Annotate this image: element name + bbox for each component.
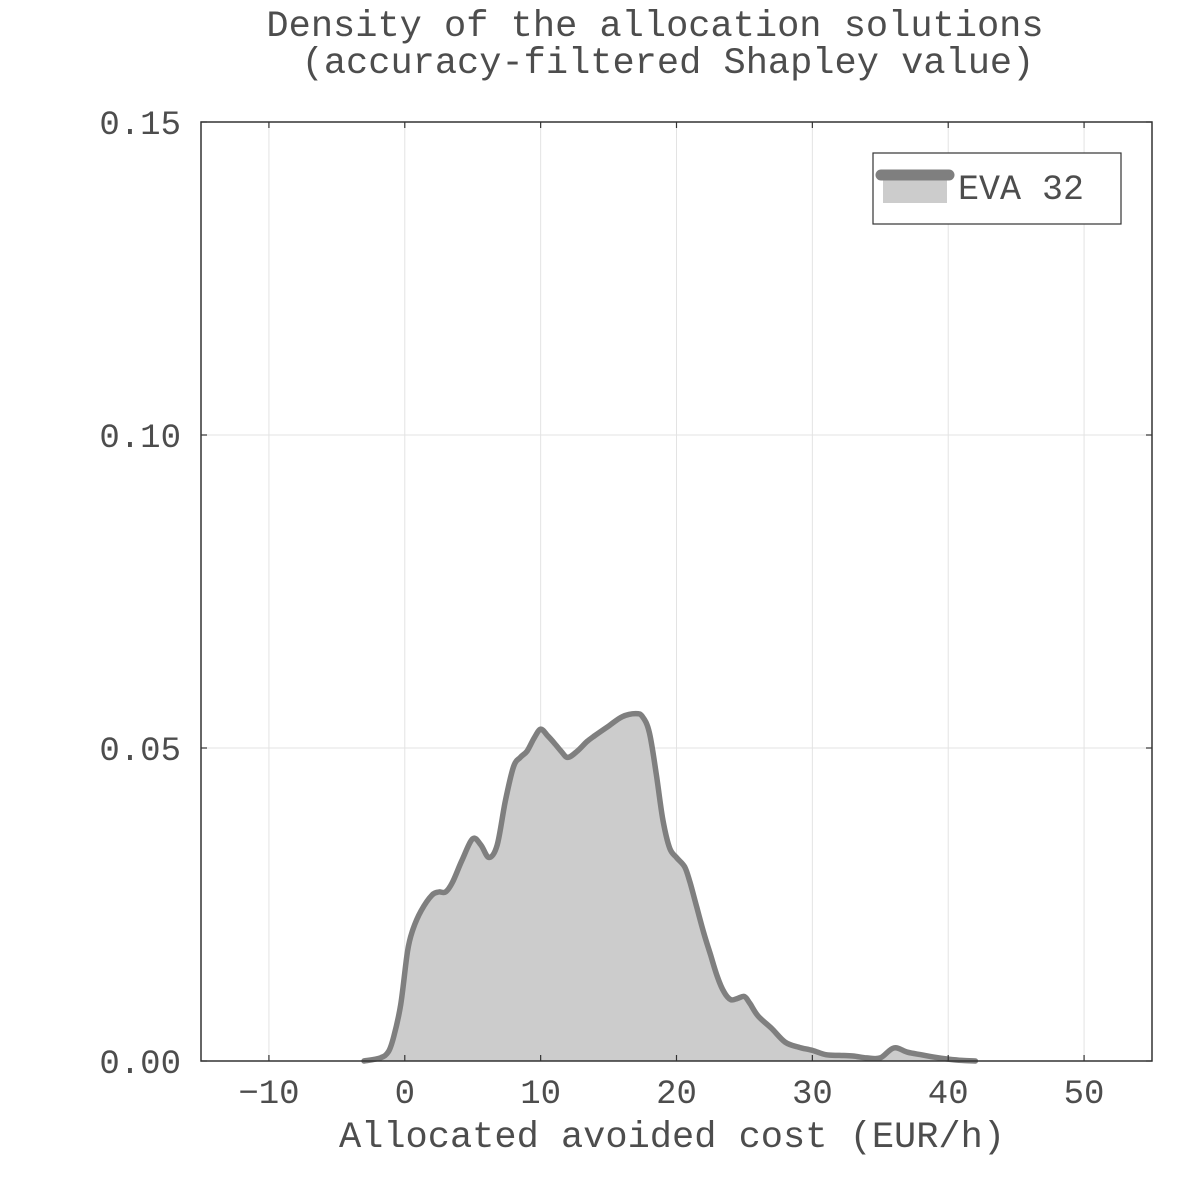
- legend-box: [872, 152, 1122, 225]
- x-tick-label: 20: [656, 1076, 697, 1114]
- x-tick-label: 0: [395, 1076, 415, 1114]
- y-tick-label: 0.10: [99, 420, 181, 458]
- legend-fill-swatch: [883, 178, 947, 203]
- x-tick-label: 40: [928, 1076, 969, 1114]
- series-fill-0: [364, 713, 976, 1061]
- series-area: [361, 710, 979, 1064]
- x-tick-label: −10: [238, 1076, 299, 1114]
- y-tick-label: 0.05: [99, 733, 181, 771]
- series-line-0: [361, 710, 979, 1064]
- legend: EVA 32: [872, 152, 1122, 225]
- y-tick-label: 0.00: [99, 1046, 181, 1084]
- x-tick-label: 30: [792, 1076, 833, 1114]
- chart-subtitle: (accuracy-filtered Shapley value): [302, 43, 1035, 85]
- x-tick-label: 10: [520, 1076, 561, 1114]
- legend-label: EVA 32: [958, 170, 1084, 210]
- axis-ticks: −10 0 10 20 30 40 50 0.00 0.05 0.10 0.15: [99, 107, 1152, 1114]
- y-tick-label: 0.15: [99, 107, 181, 145]
- chart-title: Density of the allocation solutions: [266, 6, 1043, 48]
- x-tick-label: 50: [1064, 1076, 1105, 1114]
- x-axis-label: Allocated avoided cost (EUR/h): [339, 1117, 1005, 1159]
